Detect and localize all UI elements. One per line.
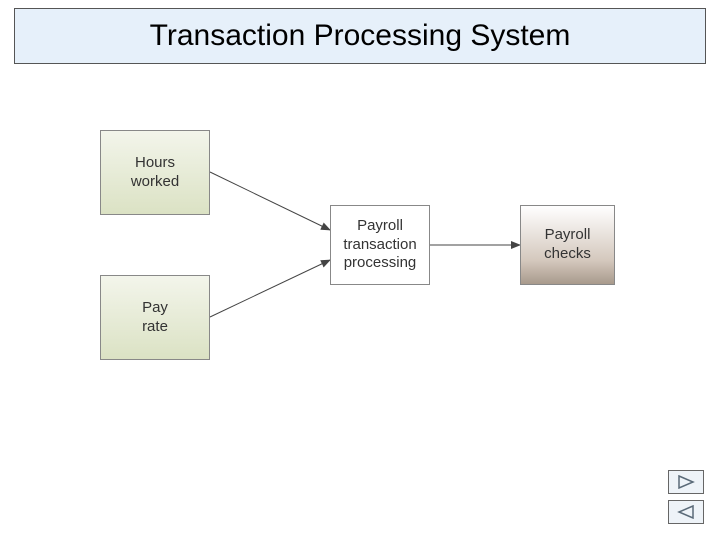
slide-title-bar: Transaction Processing System [14, 8, 706, 64]
node-label: Payrolltransactionprocessing [343, 217, 416, 273]
flowchart-node-process: Payrolltransactionprocessing [330, 205, 430, 285]
node-label: Payrollchecks [544, 226, 591, 264]
next-slide-button[interactable] [668, 470, 704, 494]
edge-payrate-to-process [210, 260, 330, 317]
node-label: Payrate [142, 299, 168, 337]
prev-slide-button[interactable] [668, 500, 704, 524]
triangle-left-icon [677, 505, 695, 519]
flowchart-node-hours: Hoursworked [100, 130, 210, 215]
node-label: Hoursworked [131, 154, 179, 192]
slide-title: Transaction Processing System [150, 19, 571, 53]
triangle-right-icon [677, 475, 695, 489]
flowchart-node-checks: Payrollchecks [520, 205, 615, 285]
flowchart-diagram: Hoursworked Payrate Payrolltransactionproc… [80, 120, 640, 400]
edge-hours-to-process [210, 172, 330, 230]
navigation-controls [668, 470, 704, 524]
flowchart-node-payrate: Payrate [100, 275, 210, 360]
